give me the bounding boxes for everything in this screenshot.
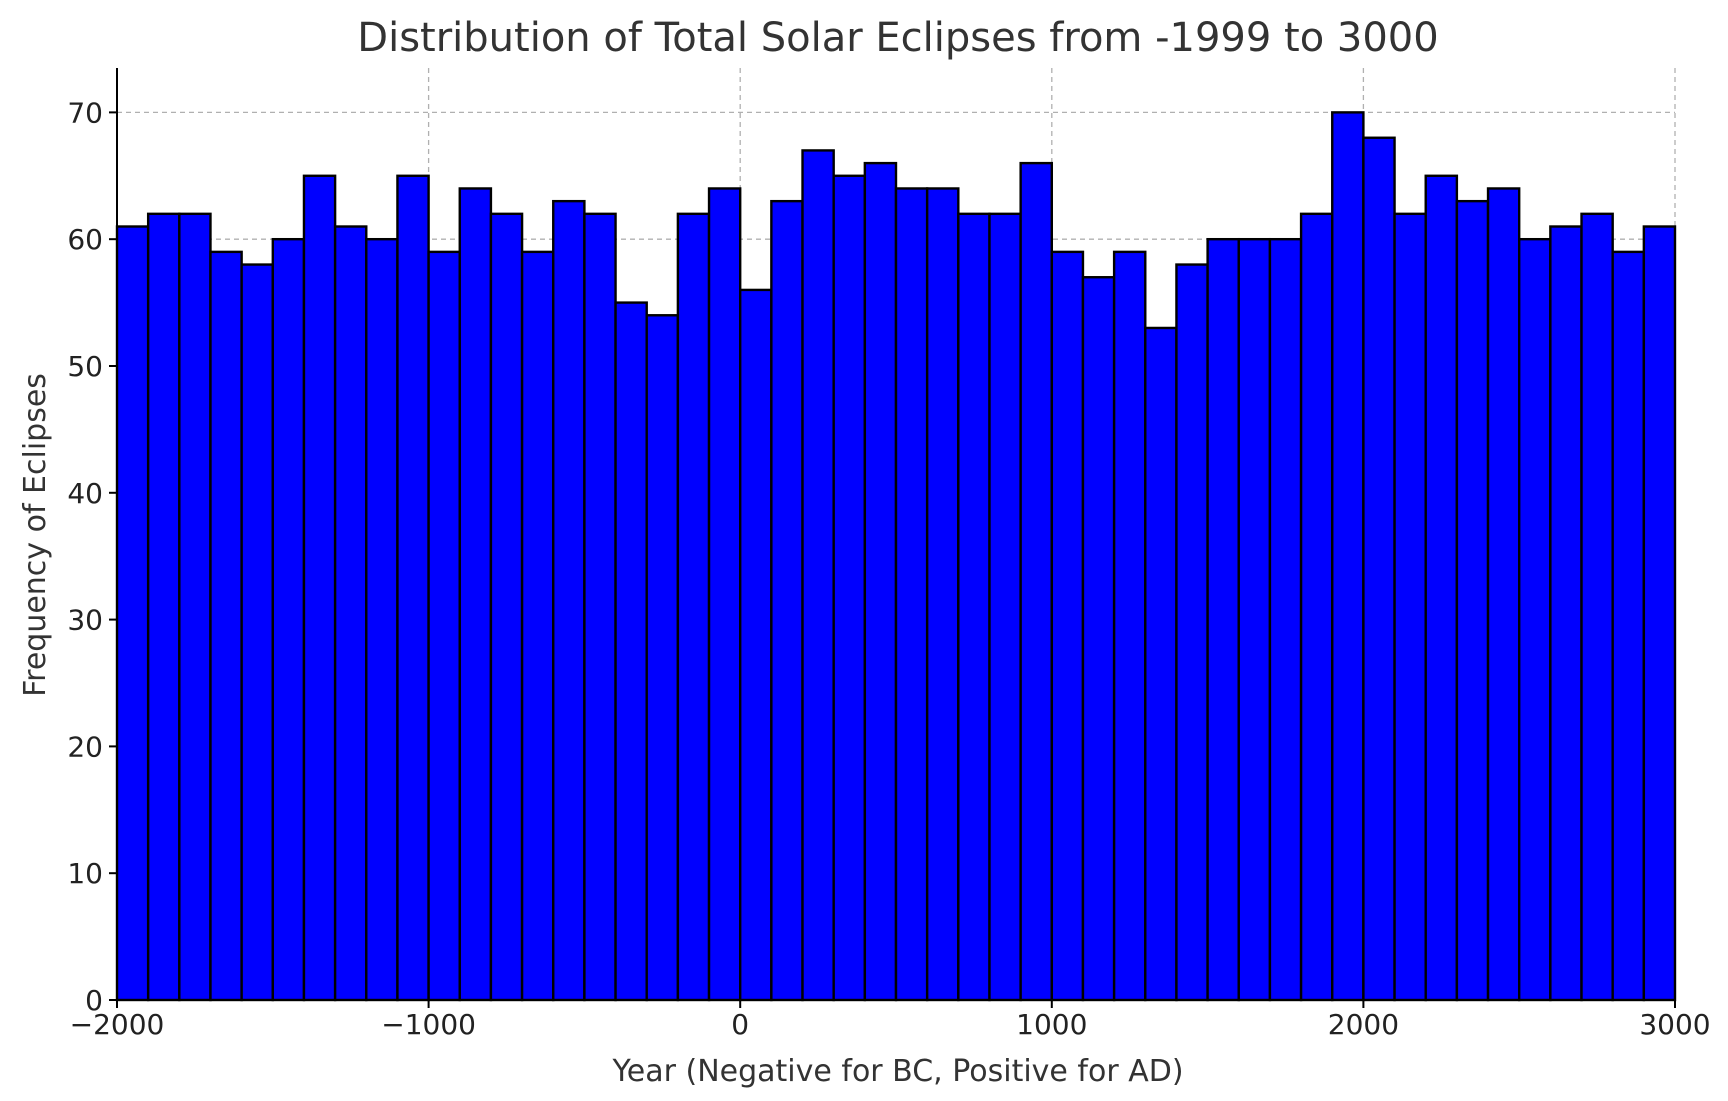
axes: [116, 68, 1675, 1001]
histogram-bar: [1580, 212, 1614, 1002]
histogram-bar: [552, 199, 586, 1002]
y-tick-label: 20: [67, 730, 103, 763]
histogram-bar: [1517, 237, 1552, 1002]
histogram-bar: [427, 250, 461, 1002]
histogram-bar: [489, 212, 524, 1002]
x-tick-label: 1000: [1016, 1008, 1087, 1041]
histogram-bar: [1144, 326, 1178, 1002]
x-tick-label: −2000: [70, 1008, 165, 1041]
tick-labels: 0 10 20 30 40 50 60 70 −2000 −1000 0 1000 2000 3000: [67, 96, 1710, 1041]
histogram-bar: [645, 314, 680, 1002]
chart-title: Distribution of Total Solar Eclipses fro…: [357, 15, 1438, 61]
y-tick-label: 0: [85, 984, 103, 1017]
histogram-bar: [333, 225, 368, 1002]
histogram-bar: [1112, 250, 1147, 1002]
y-tick-label: 60: [67, 223, 103, 256]
histogram-bar: [1050, 250, 1085, 1002]
histogram-bar: [770, 199, 804, 1002]
histogram-bar: [1299, 212, 1334, 1002]
histogram-bar: [957, 212, 991, 1002]
histogram-bars: [115, 111, 1677, 1002]
histogram-bar: [988, 212, 1022, 1002]
histogram-bar: [832, 174, 867, 1002]
histogram-bar: [271, 237, 306, 1002]
histogram-bar: [1424, 174, 1459, 1002]
x-axis-label: Year (Negative for BC, Positive for AD): [611, 1054, 1183, 1089]
histogram-bar: [1175, 263, 1209, 1002]
histogram-bar: [209, 250, 243, 1002]
histogram-bar: [863, 161, 898, 1002]
histogram-bar: [614, 301, 648, 1002]
histogram-bar: [801, 149, 835, 1002]
y-tick-label: 30: [67, 604, 103, 637]
histogram-bar: [1455, 199, 1490, 1002]
histogram-bar: [1393, 212, 1427, 1002]
histogram-bar: [1486, 187, 1521, 1002]
histogram-bar: [302, 174, 337, 1002]
x-tick-label: 0: [731, 1008, 749, 1041]
histogram-bar: [458, 187, 493, 1002]
histogram-bar: [1081, 276, 1116, 1002]
histogram-bar: [739, 288, 773, 1002]
histogram-bar: [178, 212, 212, 1002]
histogram-bar: [583, 212, 617, 1002]
histogram-bar: [520, 250, 555, 1002]
histogram-bar: [1331, 111, 1365, 1002]
y-tick-label: 10: [67, 857, 103, 890]
histogram-bar: [925, 187, 960, 1002]
histogram-bar: [1237, 237, 1272, 1002]
x-tick-label: 2000: [1328, 1008, 1399, 1041]
y-axis-label: Frequency of Eclipses: [18, 373, 53, 697]
histogram-bar: [707, 187, 742, 1002]
y-tick-label: 50: [67, 350, 103, 383]
x-tick-label: −1000: [381, 1008, 476, 1041]
histogram-bar: [894, 187, 929, 1002]
histogram-bar: [146, 212, 181, 1002]
histogram-bar: [115, 225, 150, 1002]
x-tick-label: 3000: [1639, 1008, 1710, 1041]
histogram-bar: [1549, 225, 1583, 1002]
histogram-bar: [1019, 161, 1054, 1002]
histogram-bar: [1362, 136, 1396, 1002]
histogram-bar: [240, 263, 274, 1002]
histogram-bar: [1611, 250, 1646, 1002]
y-tick-label: 70: [67, 96, 103, 129]
histogram-bar: [1268, 237, 1303, 1002]
histogram-bar: [396, 174, 430, 1002]
histogram-bar: [676, 212, 711, 1002]
histogram-bar: [1642, 225, 1677, 1002]
histogram-bar: [1206, 237, 1240, 1002]
y-tick-label: 40: [67, 477, 103, 510]
histogram-bar: [365, 237, 399, 1002]
